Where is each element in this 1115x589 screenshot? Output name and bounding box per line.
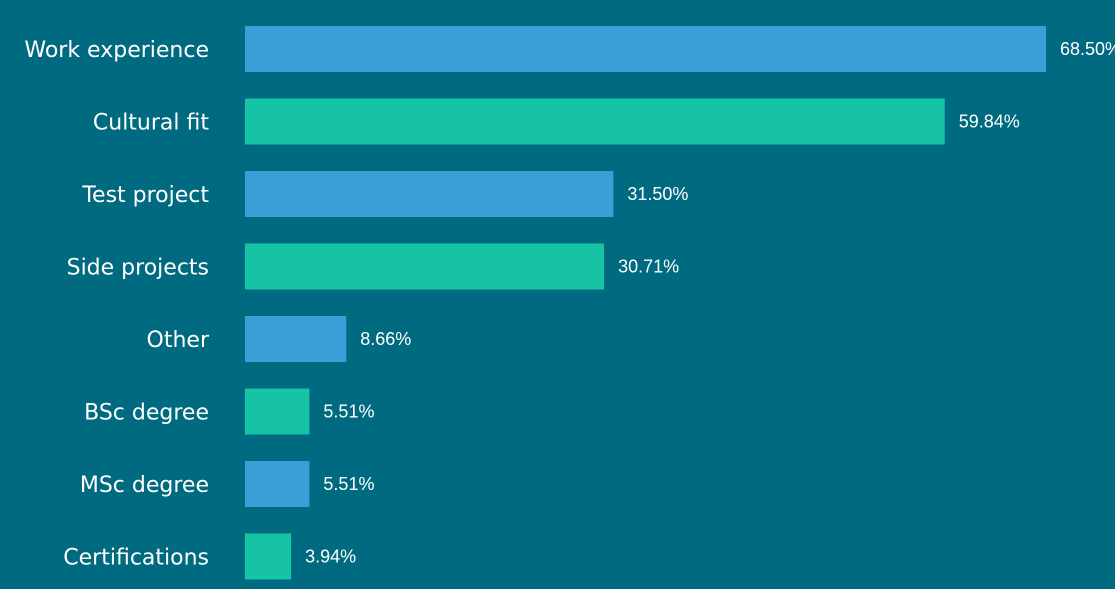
category-label-certifications: Certifications (63, 546, 209, 571)
value-label-certifications: 3.94% (305, 547, 356, 567)
bar-msc-degree (245, 461, 310, 507)
value-labels-group: 68.50% 59.84% 31.50% 30.71% 8.66% 5.51% 5.51% 3… (305, 39, 1115, 567)
bar-other (245, 316, 347, 362)
bar-bsc-degree (245, 388, 310, 435)
value-label-msc-degree: 5.51% (323, 474, 374, 494)
category-label-test-project: Test project (81, 183, 209, 208)
category-label-other: Other (147, 328, 210, 353)
value-label-side-projects: 30.71% (618, 257, 679, 277)
value-label-cultural-fit: 59.84% (959, 112, 1020, 132)
bar-certifications (245, 533, 292, 580)
value-label-other: 8.66% (360, 329, 411, 349)
bar-test-project (245, 171, 614, 217)
value-label-test-project: 31.50% (627, 184, 688, 204)
bar-work-experience (245, 26, 1046, 72)
category-labels-group: Work experience Cultural fit Test project S… (24, 38, 210, 571)
bar-side-projects (245, 243, 605, 290)
bars-group (245, 26, 1046, 580)
value-label-bsc-degree: 5.51% (323, 402, 374, 422)
category-label-side-projects: Side projects (67, 256, 209, 281)
category-label-bsc-degree: BSc degree (84, 401, 209, 426)
category-label-work-experience: Work experience (24, 38, 209, 63)
bar-cultural-fit (245, 98, 945, 145)
value-label-work-experience: 68.50% (1060, 39, 1115, 59)
category-label-cultural-fit: Cultural fit (93, 111, 209, 136)
category-label-msc-degree: MSc degree (80, 473, 209, 498)
